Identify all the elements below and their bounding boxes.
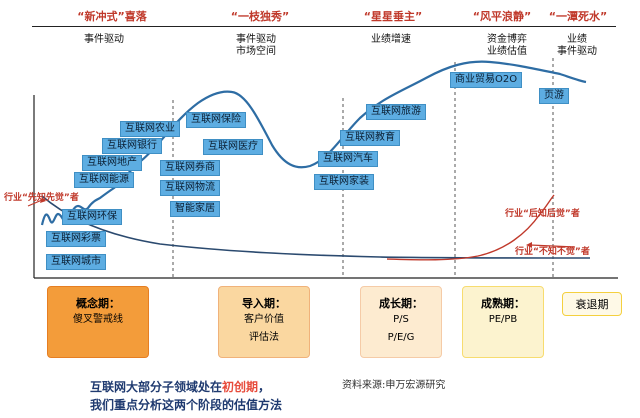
later-adopter-label: 行业“后知后觉”者	[505, 209, 580, 219]
phase-title-5: “一潭死水”	[548, 10, 608, 23]
phase-sub-5: 业绩 事件驱动	[557, 34, 597, 57]
never-adopter-line	[529, 244, 576, 248]
tag-internet-banking: 互联网银行	[102, 138, 162, 154]
stage-introduction-line-1: 客户价值	[244, 314, 284, 325]
never-adopter-label: 行业“不知不觉”者	[515, 247, 590, 257]
stage-growth-line-2: P/E/G	[387, 332, 415, 343]
never-adopter-arrowhead	[526, 242, 532, 248]
phase-sub-2: 事件驱动 市场空间	[236, 34, 276, 57]
tag-commerce-o2o: 商业贸易O2O	[450, 72, 523, 88]
tag-internet-travel: 互联网旅游	[366, 104, 426, 120]
stage-introduction-line-2: 评估法	[249, 332, 279, 343]
tag-internet-healthcare: 互联网医疗	[203, 139, 263, 155]
later-adopter-curve	[386, 194, 555, 261]
stage-maturity-title: 成熟期：	[481, 297, 525, 310]
stage-introduction: 导入期： 客户价值 评估法	[218, 286, 310, 358]
phase-title-4: “风平浪静”	[472, 10, 532, 23]
phase-sub-4: 资金博弈 业绩估值	[487, 34, 527, 57]
tag-smart-home: 智能家居	[170, 201, 220, 217]
stage-decline: 衰退期	[562, 292, 622, 316]
tag-internet-environment: 互联网环保	[62, 209, 122, 225]
stage-introduction-title: 导入期：	[242, 297, 286, 310]
stage-maturity-line-1: PE/PB	[488, 314, 518, 325]
first-adopter-label: 行业“先知先觉”者	[4, 193, 79, 203]
tag-internet-energy: 互联网能源	[74, 172, 134, 188]
stage-concept-line-1: 傻叉警戒线	[73, 314, 123, 325]
stage-maturity: 成熟期： PE/PB	[462, 286, 544, 358]
tag-web-games: 页游	[539, 88, 569, 104]
phase-title-3: “星星垂主”	[363, 10, 423, 23]
tag-internet-insurance: 互联网保险	[186, 112, 246, 128]
stage-decline-title: 衰退期	[575, 298, 609, 311]
tag-internet-agriculture: 互联网农业	[120, 121, 180, 137]
tag-internet-education: 互联网教育	[340, 130, 400, 146]
tag-internet-brokerage: 互联网券商	[160, 160, 220, 176]
first-adopter-arrowhead	[40, 197, 46, 203]
phase-title-2: “一枝独秀”	[230, 10, 290, 23]
source-credit: 资料来源:申万宏源研究	[342, 380, 446, 391]
tag-internet-lottery: 互联网彩票	[46, 231, 106, 247]
stage-growth-line-1: P/S	[393, 314, 409, 325]
tag-internet-logistics: 互联网物流	[160, 180, 220, 196]
phase-title-1: “新冲式”喜落	[77, 10, 147, 23]
note-line-1: 互联网大部分子领域处在初创期，	[90, 380, 271, 394]
phase-sub-3: 业绩增速	[371, 34, 411, 45]
tag-internet-auto: 互联网汽车	[318, 151, 378, 167]
first-adopter-arrow	[27, 199, 43, 207]
phase-sub-1: 事件驱动	[84, 34, 124, 45]
stage-concept: 概念期： 傻叉警戒线	[47, 286, 149, 358]
stage-concept-title: 概念期：	[76, 297, 120, 310]
bottom-note: 互联网大部分子领域处在初创期， 我们重点分析这两个阶段的估值方法	[90, 378, 282, 414]
header-divider	[32, 26, 616, 27]
tag-internet-city: 互联网城市	[46, 254, 106, 270]
stage-growth-title: 成长期：	[379, 297, 423, 310]
stage-growth: 成长期： P/S P/E/G	[360, 286, 442, 358]
tag-internet-realestate: 互联网地产	[82, 155, 142, 171]
note-line-2: 我们重点分析这两个阶段的估值方法	[90, 398, 283, 412]
decay-curve	[41, 195, 591, 259]
tag-internet-decoration: 互联网家装	[314, 174, 374, 190]
